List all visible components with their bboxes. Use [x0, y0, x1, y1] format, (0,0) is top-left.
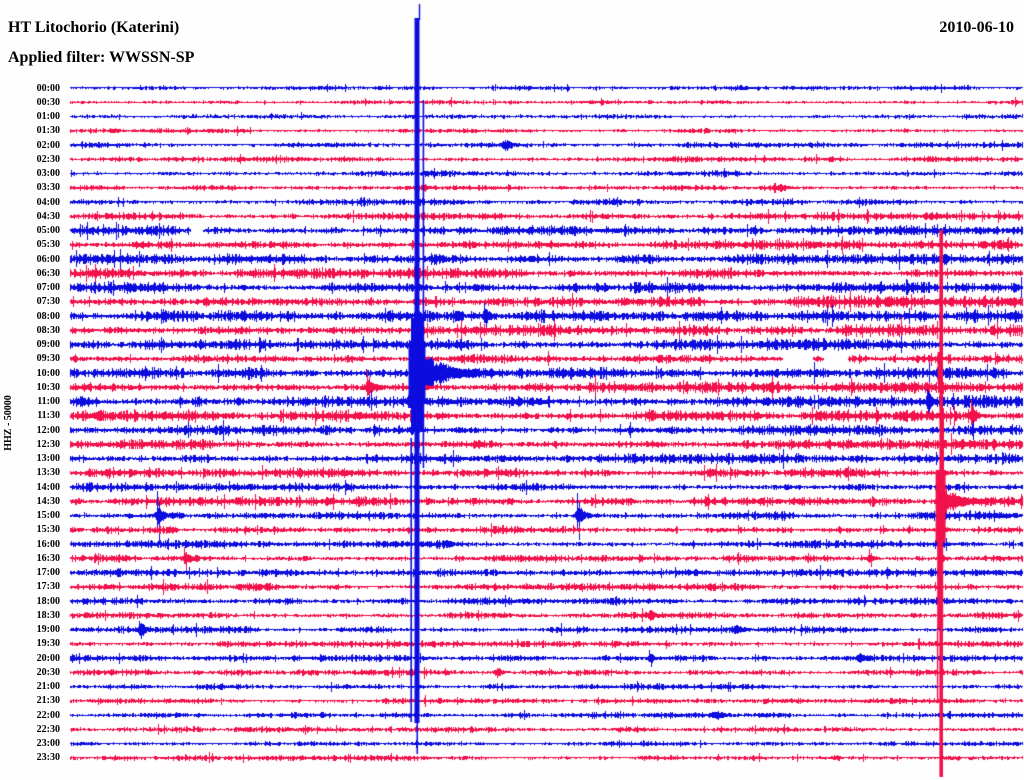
time-label-2200: 22:00	[36, 709, 60, 721]
time-label-1930: 19:30	[36, 638, 60, 650]
time-label-0800: 08:00	[36, 310, 60, 322]
y-axis-label: HHZ - 50000	[3, 395, 14, 451]
time-label-0500: 05:00	[36, 225, 60, 237]
time-label-0230: 02:30	[36, 153, 60, 165]
time-label-1700: 17:00	[36, 567, 60, 579]
time-label-0430: 04:30	[36, 210, 60, 222]
time-label-0400: 04:00	[36, 196, 60, 208]
time-label-1830: 18:30	[36, 609, 60, 621]
time-label-0200: 02:00	[36, 139, 60, 151]
time-label-2130: 21:30	[36, 695, 60, 707]
time-label-1000: 10:00	[36, 367, 60, 379]
time-label-1630: 16:30	[36, 552, 60, 564]
time-label-1430: 14:30	[36, 495, 60, 507]
time-label-1200: 12:00	[36, 424, 60, 436]
time-label-1400: 14:00	[36, 481, 60, 493]
time-label-2000: 20:00	[36, 652, 60, 664]
time-label-2230: 22:30	[36, 723, 60, 735]
time-label-0930: 09:30	[36, 353, 60, 365]
time-label-1300: 13:00	[36, 453, 60, 465]
time-label-2330: 23:30	[36, 752, 60, 764]
time-label-0000: 00:00	[36, 82, 60, 94]
time-label-1030: 10:30	[36, 381, 60, 393]
time-label-1130: 11:30	[37, 410, 60, 422]
time-label-0830: 08:30	[36, 324, 60, 336]
filter-label: Applied filter: WWSSN-SP	[8, 49, 195, 66]
time-label-0130: 01:30	[36, 125, 60, 137]
time-label-1900: 19:00	[36, 624, 60, 636]
time-label-2100: 21:00	[36, 681, 60, 693]
station-title: HT Litochorio (Katerini)	[8, 19, 180, 36]
time-label-0730: 07:30	[36, 296, 60, 308]
time-label-1230: 12:30	[36, 438, 60, 450]
time-label-0700: 07:00	[36, 282, 60, 294]
time-label-0530: 05:30	[36, 239, 60, 251]
time-label-1100: 11:00	[37, 396, 60, 408]
time-label-2030: 20:30	[36, 666, 60, 678]
time-label-0630: 06:30	[36, 267, 60, 279]
time-label-1330: 13:30	[36, 467, 60, 479]
time-label-0300: 03:00	[36, 168, 60, 180]
time-label-0900: 09:00	[36, 339, 60, 351]
time-label-0030: 00:30	[36, 96, 60, 108]
time-label-1800: 18:00	[36, 595, 60, 607]
time-label-1500: 15:00	[36, 510, 60, 522]
time-label-1730: 17:30	[36, 581, 60, 593]
time-label-0330: 03:30	[36, 182, 60, 194]
time-label-0600: 06:00	[36, 253, 60, 265]
time-label-2300: 23:00	[36, 738, 60, 750]
date-label: 2010-06-10	[939, 19, 1014, 36]
time-label-1600: 16:00	[36, 538, 60, 550]
header-block: HT Litochorio (Katerini) Applied filter:…	[8, 19, 194, 67]
time-label-0100: 01:00	[36, 111, 60, 122]
time-label-1530: 15:30	[36, 524, 60, 536]
